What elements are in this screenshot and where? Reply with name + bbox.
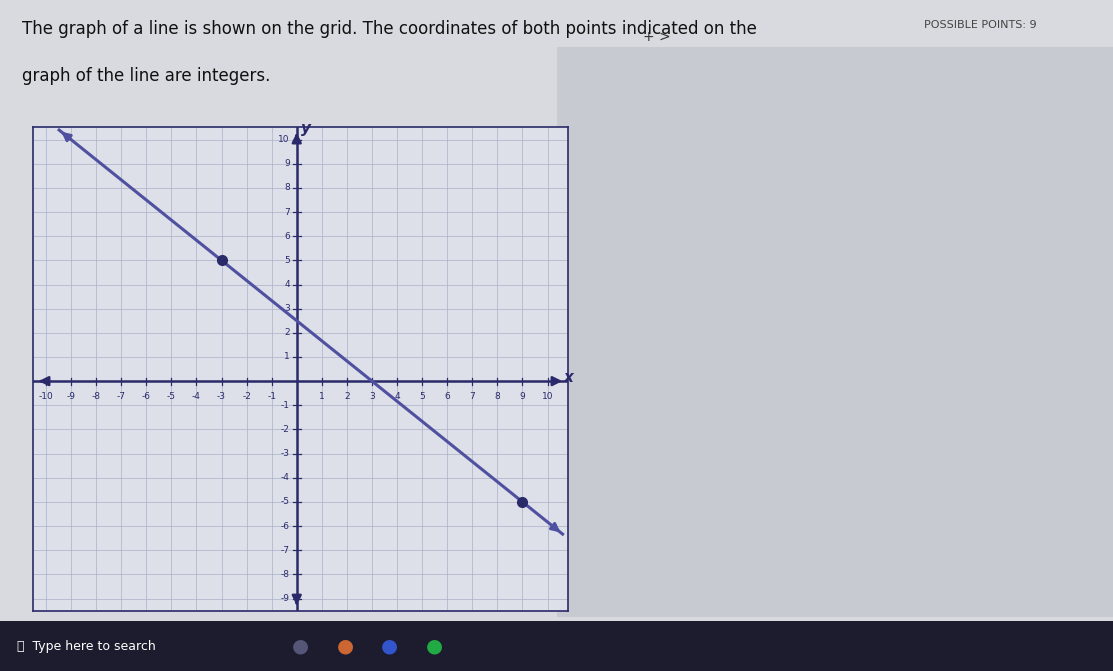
Text: 2: 2	[344, 392, 349, 401]
Text: -7: -7	[280, 546, 289, 555]
Text: -3: -3	[217, 392, 226, 401]
Text: + >: + >	[643, 30, 670, 44]
Text: ●: ●	[381, 637, 398, 656]
Text: -2: -2	[243, 392, 252, 401]
Text: 9: 9	[520, 392, 525, 401]
Text: ●: ●	[425, 637, 443, 656]
Text: ●: ●	[336, 637, 354, 656]
Text: 10: 10	[278, 135, 289, 144]
Text: -1: -1	[267, 392, 276, 401]
Text: -8: -8	[91, 392, 100, 401]
Text: 1: 1	[284, 352, 289, 362]
Text: -6: -6	[141, 392, 150, 401]
Text: 1: 1	[319, 392, 325, 401]
Text: 6: 6	[444, 392, 450, 401]
Text: -5: -5	[280, 497, 289, 507]
Text: 10: 10	[542, 392, 553, 401]
Text: 7: 7	[470, 392, 475, 401]
Text: -2: -2	[280, 425, 289, 434]
Text: -1: -1	[280, 401, 289, 410]
Text: 8: 8	[284, 183, 289, 193]
Text: 2: 2	[284, 328, 289, 338]
Text: -9: -9	[67, 392, 76, 401]
Text: -6: -6	[280, 521, 289, 531]
Text: 3: 3	[284, 304, 289, 313]
Text: -9: -9	[280, 594, 289, 603]
Text: 5: 5	[284, 256, 289, 265]
Text: y: y	[301, 121, 311, 136]
Text: 4: 4	[394, 392, 400, 401]
Text: x: x	[564, 370, 574, 385]
Text: -10: -10	[39, 392, 53, 401]
Text: graph of the line are integers.: graph of the line are integers.	[22, 67, 270, 85]
Text: 4: 4	[284, 280, 289, 289]
Text: ⌕  Type here to search: ⌕ Type here to search	[17, 639, 156, 653]
Text: -8: -8	[280, 570, 289, 579]
Text: ●: ●	[292, 637, 309, 656]
Text: -7: -7	[117, 392, 126, 401]
Text: 6: 6	[284, 231, 289, 241]
Text: -5: -5	[167, 392, 176, 401]
Text: 3: 3	[370, 392, 375, 401]
Text: -4: -4	[280, 473, 289, 482]
Text: 9: 9	[284, 159, 289, 168]
Text: POSSIBLE POINTS: 9: POSSIBLE POINTS: 9	[924, 20, 1036, 30]
Text: 8: 8	[494, 392, 500, 401]
Text: -4: -4	[191, 392, 200, 401]
Text: -3: -3	[280, 449, 289, 458]
Text: 5: 5	[420, 392, 425, 401]
Text: 7: 7	[284, 207, 289, 217]
Text: The graph of a line is shown on the grid. The coordinates of both points indicat: The graph of a line is shown on the grid…	[22, 20, 757, 38]
